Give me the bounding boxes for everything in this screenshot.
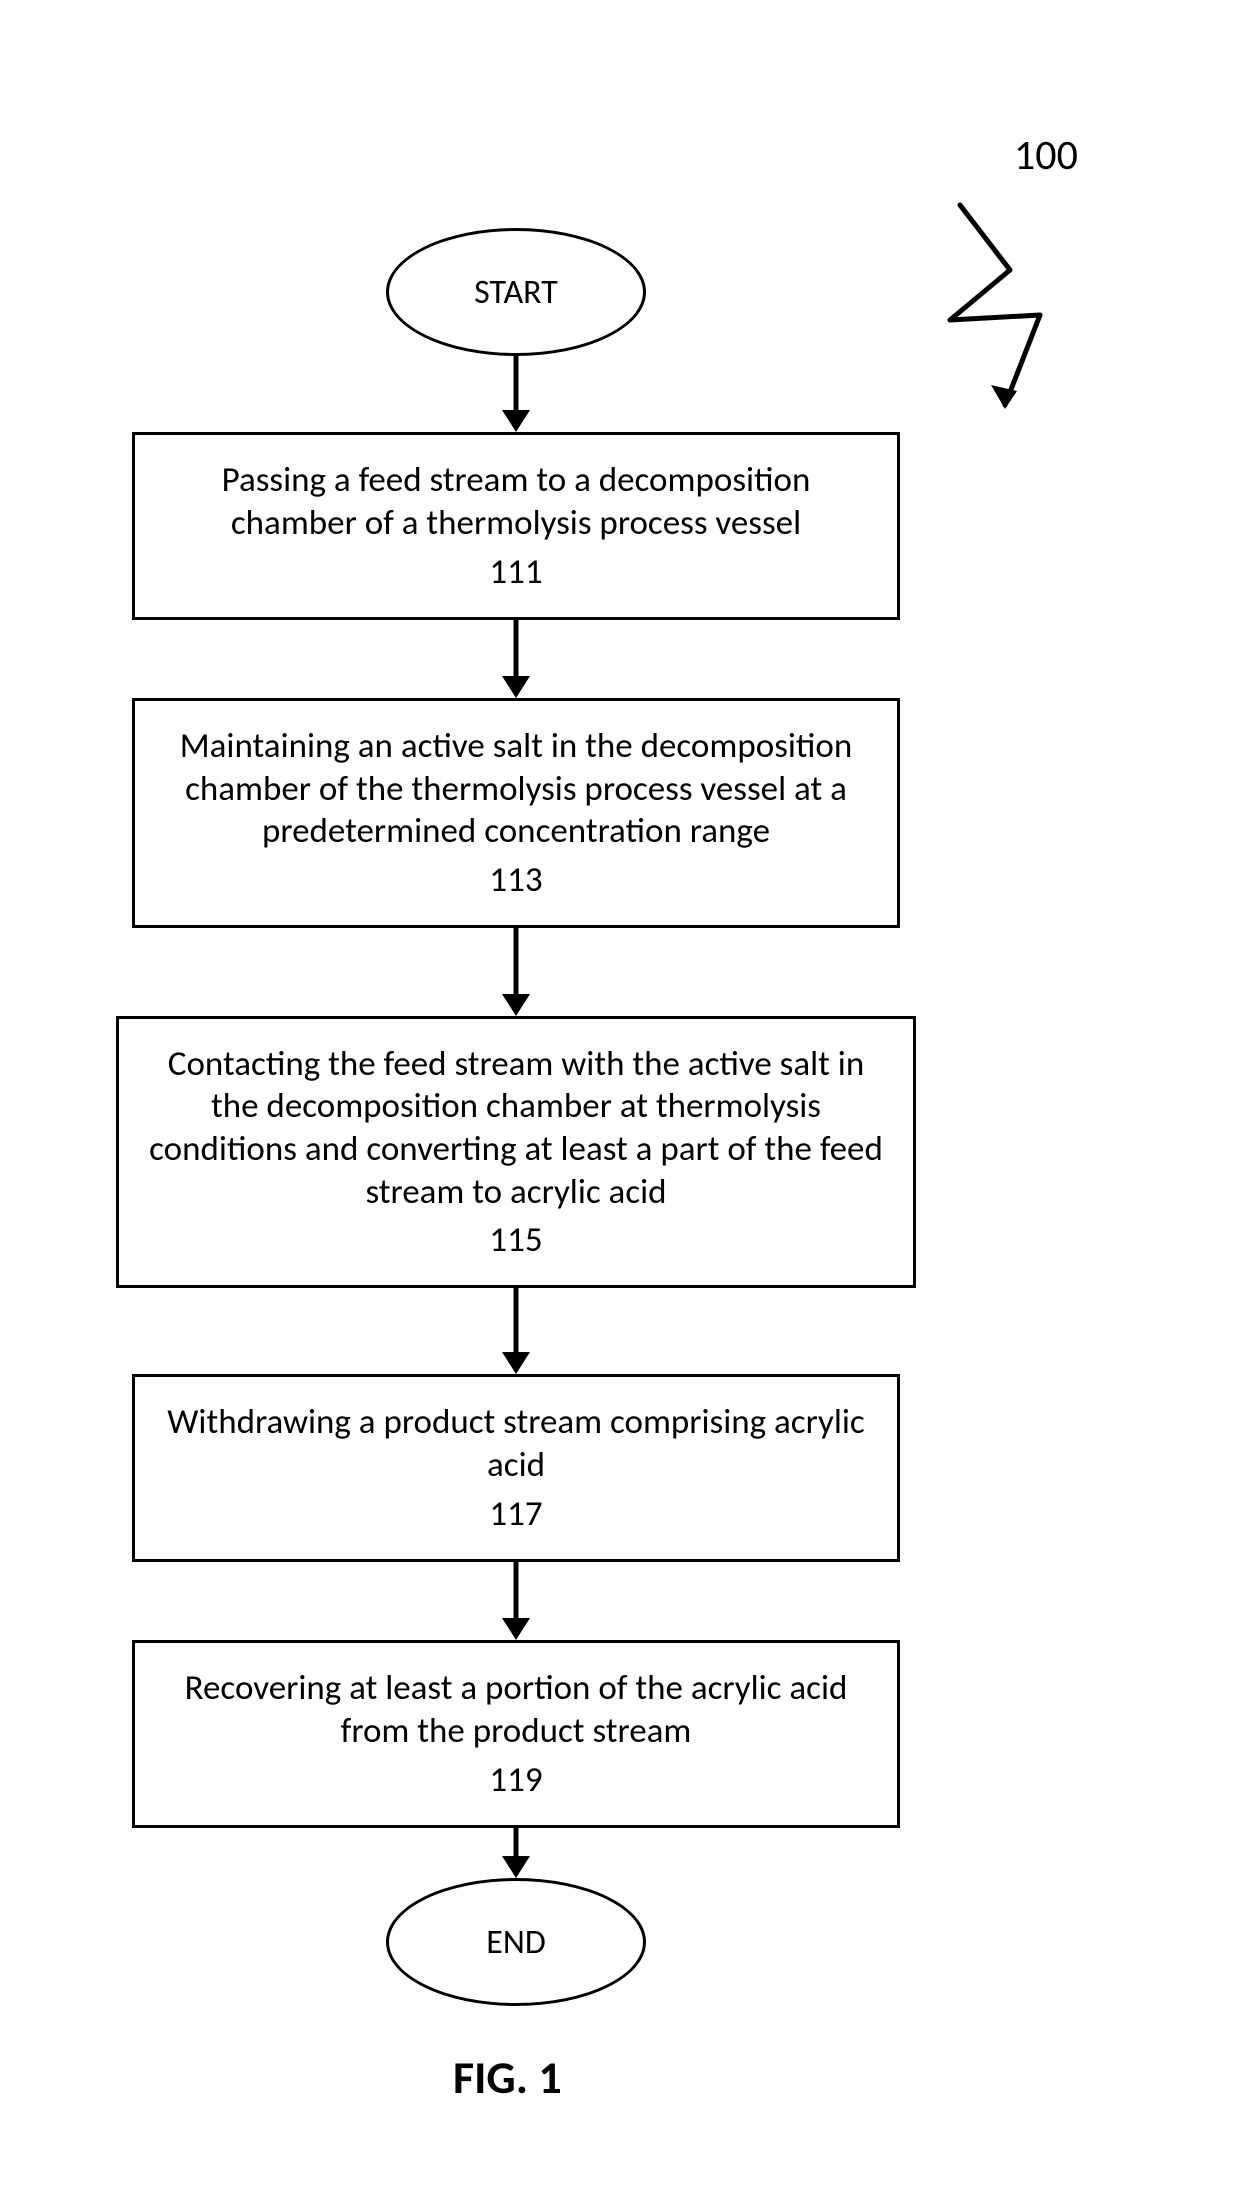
reference-number: 100 <box>1014 130 1078 181</box>
step-number: 119 <box>489 1759 542 1801</box>
step-117: Withdrawing a product stream comprising … <box>132 1374 900 1562</box>
step-number: 113 <box>489 859 542 901</box>
step-119: Recovering at least a portion of the acr… <box>132 1640 900 1828</box>
step-number: 117 <box>489 1493 542 1535</box>
step-text: Maintaining an active salt in the decomp… <box>163 725 869 853</box>
flowchart-canvas: 100 START Passing a feed stream to a dec… <box>0 0 1240 2191</box>
end-label: END <box>486 1922 545 1963</box>
step-text: Withdrawing a product stream comprising … <box>163 1401 869 1486</box>
step-111: Passing a feed stream to a decomposition… <box>132 432 900 620</box>
figure-label: FIG. 1 <box>453 2050 562 2106</box>
start-label: START <box>474 272 558 313</box>
step-113: Maintaining an active salt in the decomp… <box>132 698 900 928</box>
end-node: END <box>386 1878 646 2006</box>
start-node: START <box>386 228 646 356</box>
step-text: Contacting the feed stream with the acti… <box>147 1043 885 1214</box>
step-text: Passing a feed stream to a decomposition… <box>163 459 869 544</box>
step-text: Recovering at least a portion of the acr… <box>163 1667 869 1752</box>
step-number: 115 <box>489 1219 542 1261</box>
step-number: 111 <box>489 551 542 593</box>
step-115: Contacting the feed stream with the acti… <box>116 1016 916 1288</box>
